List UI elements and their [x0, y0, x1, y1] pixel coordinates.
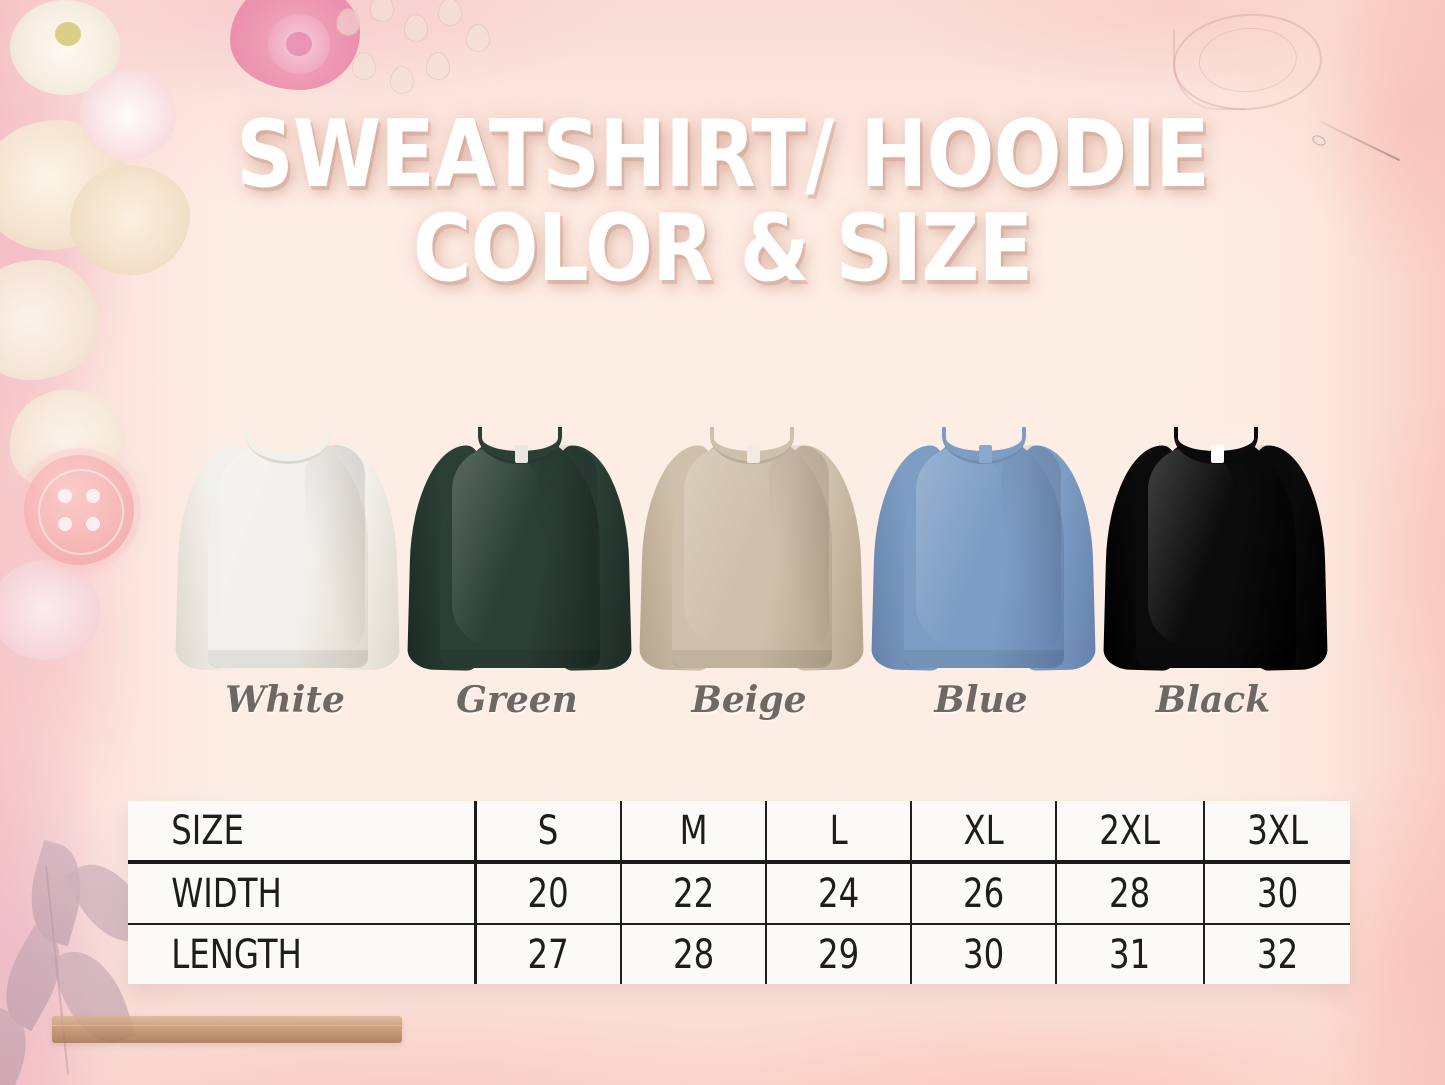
table-row-length: LENGTH 27 28 29 30 31 32: [128, 924, 1350, 984]
blossom-icon: [80, 70, 176, 160]
table-row-width: WIDTH 20 22 24 26 28 30: [128, 862, 1350, 925]
title-line-2: COLOR & SIZE: [412, 194, 1033, 302]
sweatshirt-illustration: [871, 423, 1096, 671]
color-label: Green: [456, 679, 578, 721]
cream-flower-icon: [70, 165, 190, 275]
length-cell-m: 28: [628, 924, 760, 984]
row-header-size: SIZE: [128, 801, 442, 864]
title-line-1: SWEATSHIRT/ HOODIE: [236, 100, 1210, 208]
length-cell-3xl: 32: [1256, 931, 1298, 978]
wooden-ruler-icon: [52, 1016, 402, 1043]
garment-white[interactable]: White: [160, 415, 410, 725]
blossom-icon: [0, 560, 100, 660]
length-cell-s: 27: [482, 924, 615, 984]
row-header-length: LENGTH: [128, 924, 442, 984]
width-cell-2xl: 28: [1063, 862, 1198, 925]
size-cell-l: L: [773, 801, 905, 864]
sewing-button-icon: [24, 455, 134, 565]
width-cell-xl: 26: [918, 862, 1051, 925]
garment-beige[interactable]: Beige: [624, 415, 874, 725]
garment-black[interactable]: Black: [1088, 415, 1338, 725]
color-label: Beige: [691, 679, 807, 721]
size-cell-xl: XL: [918, 801, 1051, 864]
size-cell-2xl: 2XL: [1063, 801, 1198, 864]
garment-green[interactable]: Green: [392, 415, 642, 725]
bud-sprig-icon: [330, 0, 500, 140]
table-row-size: SIZE S M L XL 2XL 3XL: [128, 801, 1350, 864]
hoop-band-icon: [1173, 30, 1245, 110]
garment-blue[interactable]: Blue: [856, 415, 1106, 725]
length-cell-xl: 30: [918, 924, 1051, 984]
page-title: SWEATSHIRT/ HOODIE COLOR & SIZE: [0, 100, 1445, 302]
sweatshirt-illustration: [407, 423, 632, 671]
sweatshirt-illustration: [1103, 423, 1328, 671]
width-cell-m: 22: [628, 862, 760, 925]
color-label: Black: [1155, 679, 1271, 721]
size-chart-table: SIZE S M L XL 2XL 3XL WIDTH 20 22 24 26 …: [128, 801, 1350, 984]
size-cell-3xl: 3XL: [1211, 801, 1343, 864]
length-cell-2xl: 31: [1063, 924, 1198, 984]
length-cell-l: 29: [773, 924, 905, 984]
pink-flower-core-icon: [286, 32, 312, 56]
button-ring: [38, 469, 124, 555]
size-cell-m: M: [628, 801, 760, 864]
garment-swatch-row: White Green: [0, 415, 1445, 725]
width-cell-l: 24: [773, 862, 905, 925]
width-cell-3xl: 30: [1211, 862, 1343, 925]
width-cell-s: 20: [482, 862, 615, 925]
cream-flower-icon: [0, 260, 100, 380]
color-label: White: [225, 679, 345, 721]
row-header-width: WIDTH: [128, 862, 442, 925]
size-cell-s: S: [482, 801, 615, 864]
color-label: Blue: [934, 679, 1028, 721]
daisy-center-icon: [55, 22, 81, 46]
sweatshirt-illustration: [639, 423, 864, 671]
sweatshirt-illustration: [175, 423, 400, 671]
